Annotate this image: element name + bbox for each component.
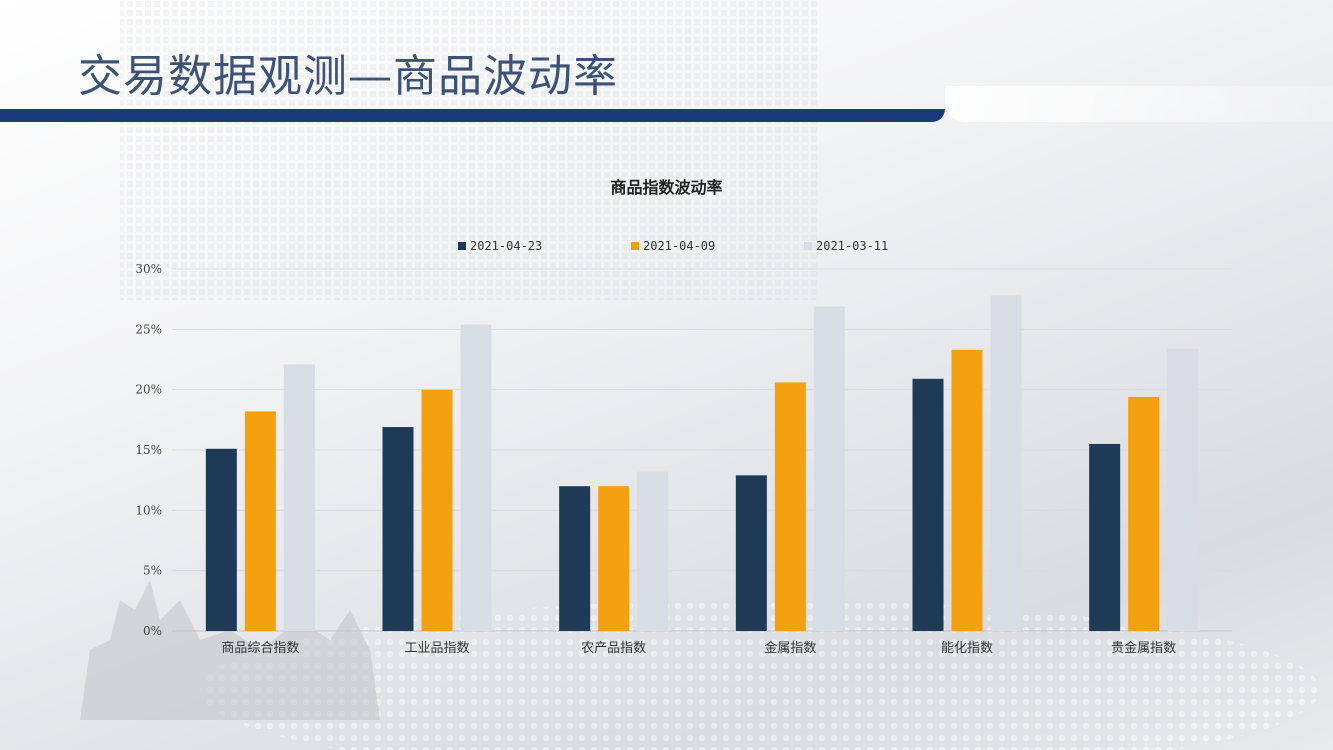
title-bar bbox=[0, 109, 945, 122]
bar bbox=[951, 349, 983, 631]
bar bbox=[421, 389, 453, 631]
bar bbox=[460, 324, 492, 631]
x-category-label: 工业品指数 bbox=[404, 641, 469, 656]
x-category-label: 能化指数 bbox=[941, 641, 993, 656]
bar bbox=[912, 378, 944, 631]
legend-item-series-3: 2021-03-11 bbox=[804, 239, 888, 253]
x-category-label: 商品综合指数 bbox=[221, 641, 299, 656]
bar bbox=[283, 364, 315, 631]
chart-legend: 2021-04-23 2021-04-09 2021-03-11 bbox=[0, 239, 1333, 257]
bar bbox=[598, 486, 630, 631]
bar bbox=[1128, 396, 1160, 631]
y-tick-label: 0% bbox=[143, 624, 162, 638]
slide-title: 交易数据观测—商品波动率 bbox=[78, 51, 618, 102]
bar bbox=[244, 411, 276, 631]
bar bbox=[1089, 443, 1121, 631]
legend-label-series-3: 2021-03-11 bbox=[816, 239, 889, 253]
bar bbox=[1167, 348, 1199, 631]
x-category-label: 农产品指数 bbox=[581, 641, 646, 656]
bar bbox=[813, 306, 845, 631]
y-tick-label: 5% bbox=[143, 564, 162, 578]
legend-item-series-1: 2021-04-23 bbox=[458, 239, 542, 253]
legend-item-series-2: 2021-04-09 bbox=[631, 239, 715, 253]
legend-label-series-1: 2021-04-23 bbox=[470, 239, 543, 253]
y-tick-label: 25% bbox=[135, 322, 162, 336]
y-tick-label: 20% bbox=[135, 383, 162, 397]
chart-title: 商品指数波动率 bbox=[610, 178, 723, 197]
legend-swatch-series-2 bbox=[631, 242, 639, 250]
x-category-label: 金属指数 bbox=[764, 640, 816, 656]
legend-swatch-series-1 bbox=[458, 242, 466, 250]
y-tick-label: 30% bbox=[135, 262, 162, 276]
bar bbox=[774, 382, 806, 631]
y-tick-label: 10% bbox=[135, 503, 162, 517]
bar bbox=[990, 295, 1022, 631]
bar bbox=[735, 475, 767, 631]
bar bbox=[637, 471, 669, 631]
y-tick-label: 15% bbox=[135, 443, 162, 457]
bar bbox=[559, 486, 591, 631]
title-bar-highlight bbox=[945, 86, 1333, 122]
legend-swatch-series-3 bbox=[804, 242, 812, 250]
legend-label-series-2: 2021-04-09 bbox=[643, 239, 716, 253]
bar bbox=[382, 427, 414, 631]
bar bbox=[205, 448, 237, 631]
x-category-label: 贵金属指数 bbox=[1111, 640, 1176, 656]
